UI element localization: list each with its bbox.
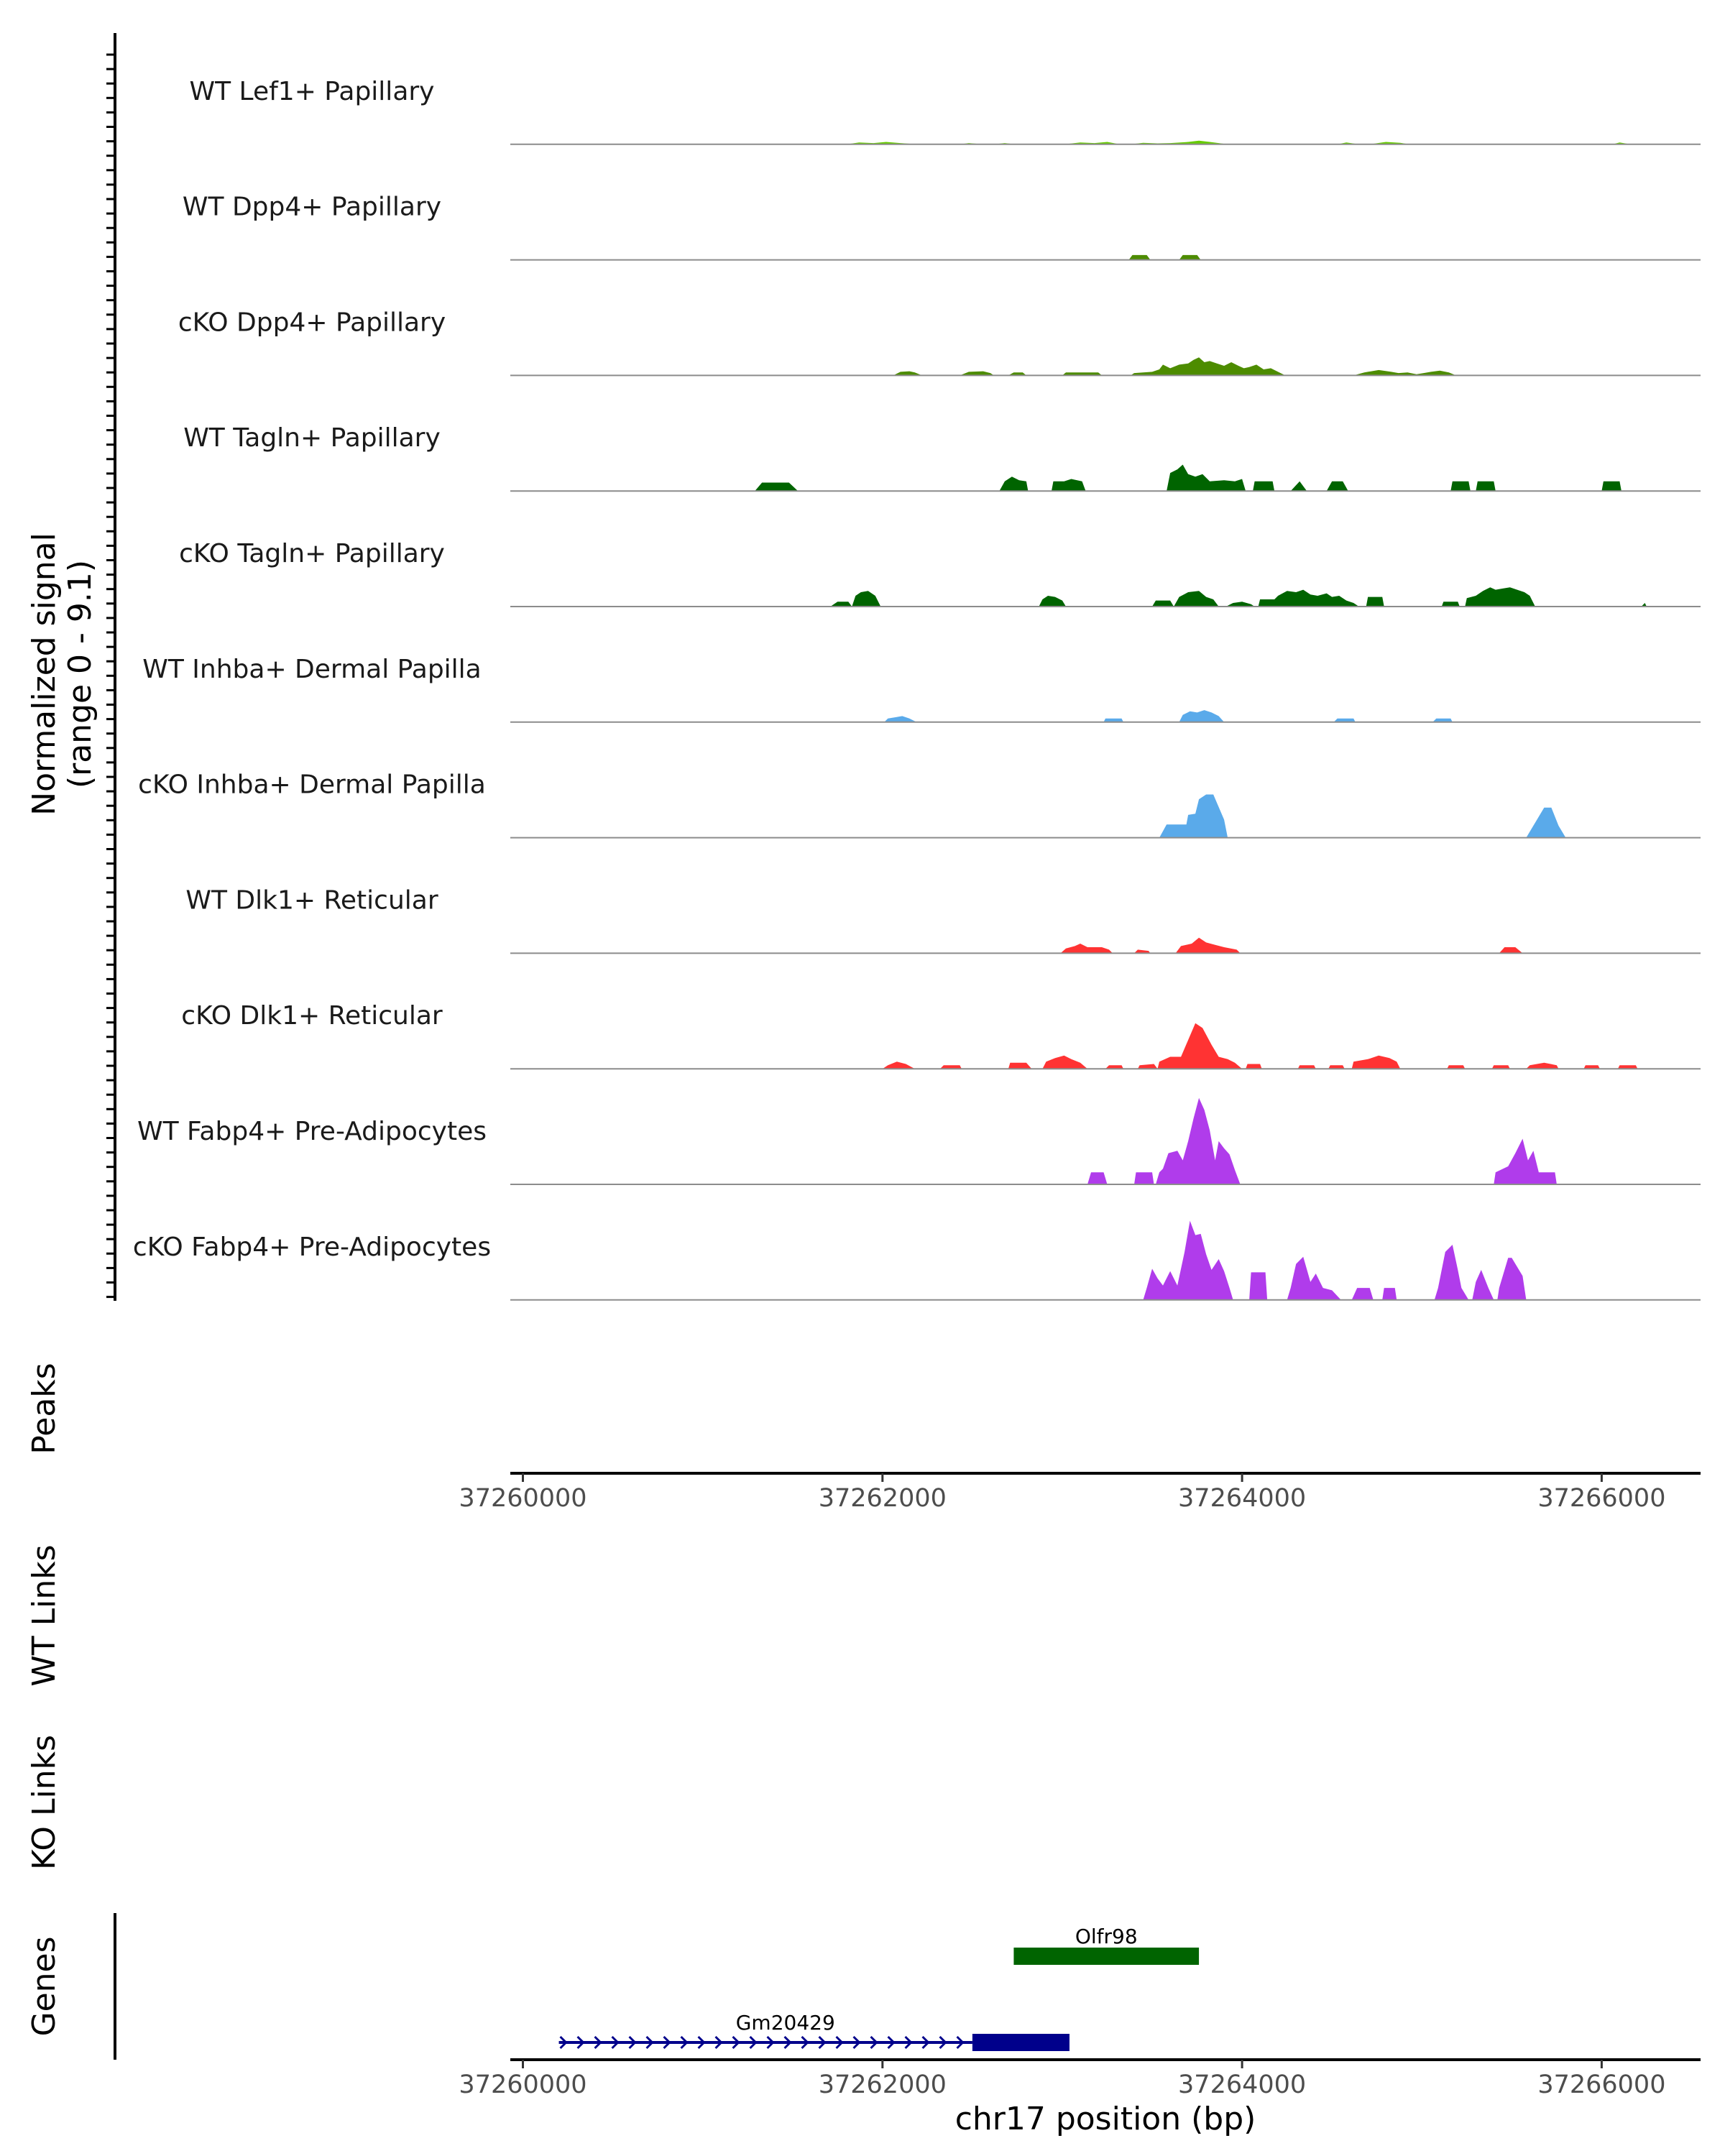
gene-models: Olfr98 Gm20429 [558,1925,1200,2051]
strand-arrow [714,2035,723,2050]
track-signal-area [830,587,1647,607]
strand-arrow [766,2035,775,2050]
track-signal-area [1143,1220,1527,1300]
x-tick-label: 37266000 [1537,2070,1665,2099]
track-signal-area [882,1023,1638,1069]
strand-arrow [749,2035,758,2050]
coverage-y-ticks [106,53,115,1299]
wt-links-panel-label: WT Links [26,1544,63,1686]
track-signal-area [1128,254,1201,260]
strand-arrow [594,2035,602,2050]
peaks-panel-label: Peaks [26,1363,63,1454]
strand-arrow [870,2035,878,2050]
strand-arrow [559,2035,568,2050]
peaks-x-axis: 37260000 37262000 37264000 37266000 [459,1472,1701,1513]
strand-arrow [887,2035,896,2050]
strand-arrow [732,2035,740,2050]
strand-arrow [783,2035,792,2050]
gene-exon [972,2034,1070,2051]
track-signal-area [893,357,1456,376]
strand-arrow [663,2035,671,2050]
track-label: WT Lef1+ Papillary [190,77,435,106]
genes-x-axis: 37260000 37262000 37264000 37266000 [459,2058,1701,2099]
coverage-tracks: WT Lef1+ Papillary WT Dpp4+ Papillary cKO … [133,77,1701,1301]
track-signal-area [1159,794,1566,838]
strand-arrow [611,2035,620,2050]
x-tick-label: 37260000 [459,2070,586,2099]
x-tick-label: 37262000 [819,2070,947,2099]
strand-arrow [818,2035,827,2050]
x-tick-label: 37260000 [459,1484,586,1513]
track-signal-area [1087,1097,1557,1184]
x-tick-label: 37266000 [1537,1484,1665,1513]
track-label: WT Dpp4+ Papillary [183,193,441,222]
track-label: WT Tagln+ Papillary [183,423,441,453]
strand-arrow [697,2035,706,2050]
track-label: cKO Fabp4+ Pre-Adipocytes [133,1233,491,1262]
gene-name-label: Gm20429 [736,2011,835,2035]
ko-links-panel-label: KO Links [26,1735,63,1870]
track-label: WT Dlk1+ Reticular [185,885,438,915]
track-label: cKO Tagln+ Papillary [179,539,445,568]
track-signal-area [1060,937,1523,954]
gene-exon [1013,1948,1200,1965]
track-label: cKO Inhba+ Dermal Papilla [138,770,486,800]
track-signal-area [755,464,1622,492]
strand-arrow [645,2035,654,2050]
genes-panel-label: Genes [26,1936,63,2036]
y-axis-range: (range 0 - 9.1) [62,560,98,788]
strand-arrow [576,2035,585,2050]
strand-arrow [904,2035,913,2050]
x-tick-label: 37262000 [819,1484,947,1513]
strand-arrow [939,2035,947,2050]
strand-arrow [628,2035,637,2050]
gene-name-label: Olfr98 [1075,1925,1138,1948]
strand-arrow [852,2035,861,2050]
track-signal-area [884,710,1453,722]
x-axis-title: chr17 position (bp) [955,2101,1256,2137]
strand-arrow [680,2035,689,2050]
y-axis-title: Normalized signal [26,533,63,816]
track-label: cKO Dpp4+ Papillary [178,308,446,337]
strand-arrow [801,2035,809,2050]
strand-arrow [956,2035,965,2050]
track-label: cKO Dlk1+ Reticular [181,1001,443,1031]
strand-arrow [921,2035,930,2050]
x-tick-label: 37264000 [1178,2070,1306,2099]
x-tick-label: 37264000 [1178,1484,1306,1513]
strand-arrow [835,2035,844,2050]
track-label: WT Fabp4+ Pre-Adipocytes [137,1117,487,1146]
track-label: WT Inhba+ Dermal Papilla [142,655,481,684]
